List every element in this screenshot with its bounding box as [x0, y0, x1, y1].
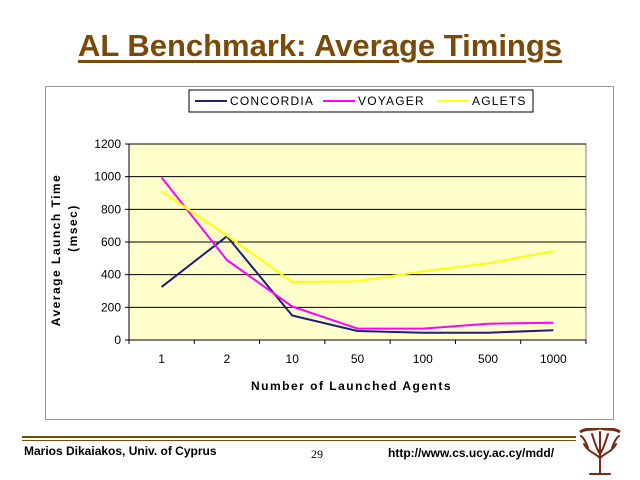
y-tick-label: 200	[101, 300, 121, 314]
chart-frame: 0 200 400 600 800 1000 1200 1 2 10 50 100 500 1000 Num…	[45, 86, 614, 420]
slide-title: AL Benchmark: Average Timings	[77, 28, 563, 63]
y-axis-label: Average Launch Time	[49, 174, 63, 327]
x-tick-label: 1	[158, 352, 165, 366]
x-axis-label: Number of Launched Agents	[251, 379, 452, 393]
legend	[188, 89, 534, 113]
series-line-aglets	[161, 190, 554, 283]
x-tick-label: 1000	[540, 352, 567, 366]
x-tick-label: 100	[413, 352, 433, 366]
y-tick-label: 1200	[94, 137, 121, 151]
y-tick-label: 0	[114, 333, 121, 347]
series-line-voyager	[160, 176, 554, 330]
footer-rule-thin	[22, 440, 576, 441]
line-chart: 0 200 400 600 800 1000 1200 1 2 10 50 100 500 1000 Num…	[49, 89, 587, 393]
y-axis-label-units: (msec)	[66, 204, 80, 252]
y-tick-label: 1000	[94, 170, 121, 184]
x-tick-label: 2	[224, 352, 231, 366]
y-tick-label: 400	[101, 268, 121, 282]
legend-label: CONCORDIA	[230, 94, 314, 108]
x-tick-label: 500	[478, 352, 498, 366]
legend-label: VOYAGER	[358, 94, 425, 108]
tree-logo-icon	[579, 428, 621, 475]
y-tick-label: 600	[101, 235, 121, 249]
x-tick-label: 10	[286, 352, 300, 366]
legend-label: AGLETS	[472, 94, 527, 108]
x-tick-label: 50	[351, 352, 365, 366]
footer-url: http://www.cs.ucy.ac.cy/mdd/	[388, 446, 555, 460]
page-number: 29	[311, 447, 323, 461]
y-tick-label: 800	[101, 202, 121, 216]
footer-author: Marios Dikaiakos, Univ. of Cyprus	[24, 444, 217, 458]
footer-rule	[22, 436, 576, 438]
